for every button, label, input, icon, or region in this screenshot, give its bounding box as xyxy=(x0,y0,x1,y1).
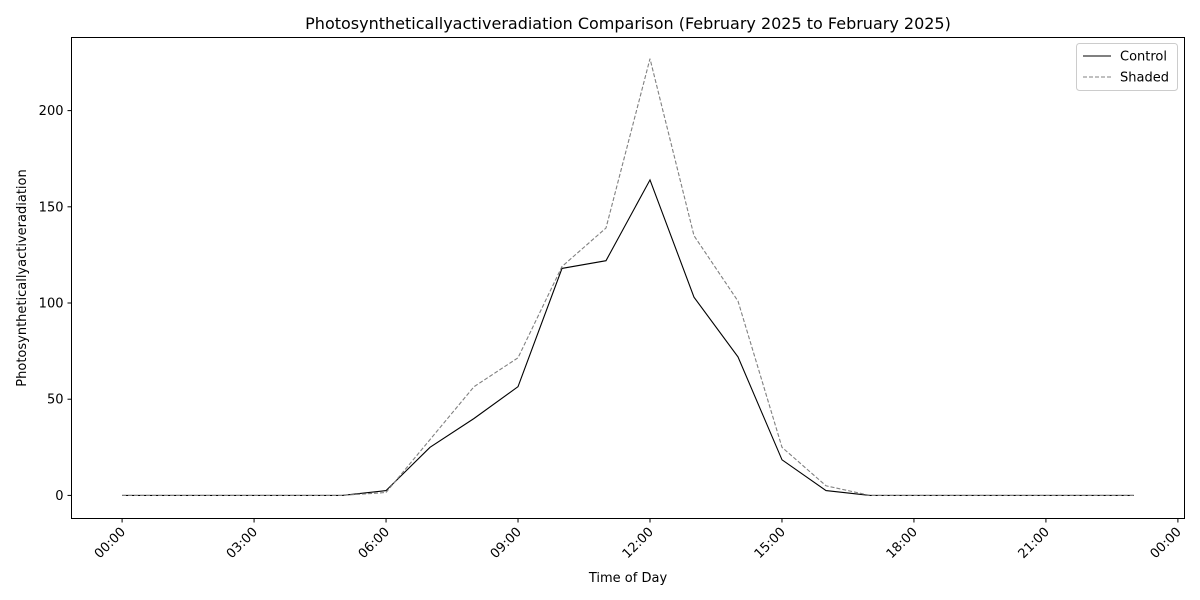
y-axis-label: Photosyntheticallyactiveradiation xyxy=(15,169,30,386)
plot-area xyxy=(122,58,1134,496)
y-tick-label: 0 xyxy=(55,489,63,504)
y-axis: 0 50 100 150 200 xyxy=(39,104,72,504)
y-tick-label: 200 xyxy=(39,104,64,119)
plot-frame xyxy=(71,37,1185,519)
legend: Control Shaded xyxy=(1076,43,1178,91)
legend-box xyxy=(1076,43,1178,91)
x-axis-label: Time of Day xyxy=(588,571,668,586)
y-tick-label: 100 xyxy=(39,297,64,312)
series-line-shaded xyxy=(122,58,1134,496)
y-tick-label: 150 xyxy=(39,200,64,215)
legend-label-shaded: Shaded xyxy=(1120,71,1169,86)
y-tick-label: 50 xyxy=(47,393,64,408)
legend-label-control: Control xyxy=(1120,50,1167,65)
chart-title: Photosyntheticallyactiveradiation Compar… xyxy=(305,14,951,33)
